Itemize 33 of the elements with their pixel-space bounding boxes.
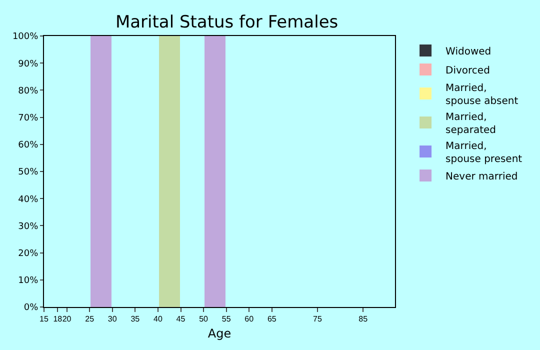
x-tick-label: 85 <box>358 314 368 324</box>
x-tick-label: 35 <box>130 314 140 324</box>
legend-label: Married, separated <box>446 112 496 136</box>
chart-title: Marital Status for Females <box>115 12 338 33</box>
x-tick-label: 45 <box>176 314 186 324</box>
x-tick-label: 15 <box>40 314 49 324</box>
x-tick-label: 60 <box>244 314 254 324</box>
legend-label: Divorced <box>446 65 490 76</box>
legend-label: Never married <box>446 171 518 182</box>
legend-label: Widowed <box>446 46 492 58</box>
y-tick-label: 80% <box>18 86 39 96</box>
x-tick-label: 25 <box>85 314 95 324</box>
x-tick-label: 65 <box>267 314 277 324</box>
y-tick-label: 70% <box>18 113 39 124</box>
x-tick-label: 50 <box>199 314 209 324</box>
y-tick-label: 100% <box>12 32 39 42</box>
y-tick-label: 20% <box>18 248 39 259</box>
y-tick-label: 10% <box>18 276 39 286</box>
legend-label: Married, spouse absent <box>446 82 518 107</box>
y-tick-label: 0% <box>24 303 39 314</box>
x-axis-title: Age <box>208 326 232 340</box>
x-tick-label: 55 <box>222 314 232 324</box>
y-tick-label: 40% <box>18 194 39 205</box>
y-tick-label: 50% <box>18 168 39 178</box>
x-tick-label: 40 <box>154 314 163 324</box>
y-tick-label: 90% <box>18 59 39 70</box>
x-tick-label: 75 <box>313 314 323 324</box>
legend-label: Married, spouse present <box>446 140 522 165</box>
y-tick-label: 60% <box>18 140 39 151</box>
x-tick-label: 30 <box>108 314 118 324</box>
y-tick-label: 30% <box>18 222 39 232</box>
x-tick-label: 20 <box>62 314 72 324</box>
x-tick-label: 18 <box>53 314 63 324</box>
